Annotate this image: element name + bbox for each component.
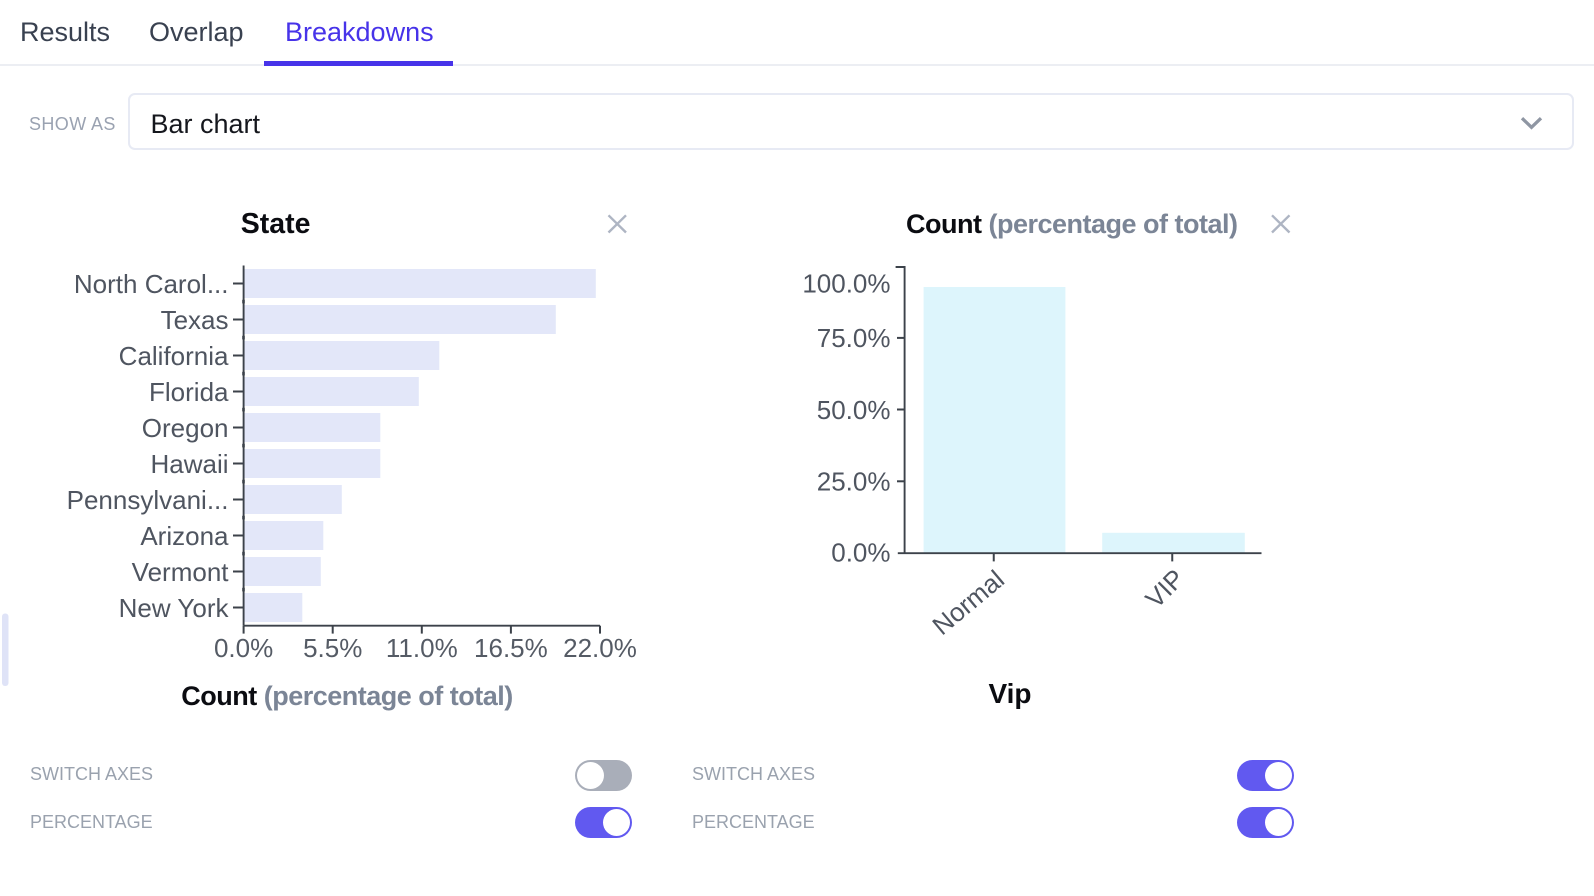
svg-text:Pennsylvani...: Pennsylvani... [67,485,229,515]
svg-text:0.0%: 0.0% [831,538,890,568]
svg-text:0.0%: 0.0% [214,633,273,663]
svg-text:25.0%: 25.0% [817,467,891,497]
svg-text:75.0%: 75.0% [817,323,891,353]
svg-text:Count (percentage of total): Count (percentage of total) [906,209,1238,239]
svg-text:100.0%: 100.0% [802,268,890,298]
svg-text:State: State [241,208,311,240]
svg-text:Florida: Florida [149,377,229,407]
svg-text:Hawaii: Hawaii [150,449,228,479]
svg-text:16.5%: 16.5% [474,633,548,663]
svg-text:50.0%: 50.0% [817,395,891,425]
svg-text:Arizona: Arizona [140,521,229,551]
svg-text:22.0%: 22.0% [563,633,637,663]
svg-text:Vermont: Vermont [132,557,230,587]
svg-text:VIP: VIP [1139,563,1190,614]
svg-text:New York: New York [119,593,230,623]
svg-text:Vip: Vip [988,678,1031,709]
svg-text:Normal: Normal [926,564,1009,641]
svg-text:North Carol...: North Carol... [74,269,229,299]
svg-text:5.5%: 5.5% [303,633,362,663]
svg-text:Count (percentage of total): Count (percentage of total) [181,681,513,711]
svg-text:Oregon: Oregon [142,413,229,443]
svg-text:California: California [119,341,229,371]
svg-text:11.0%: 11.0% [386,633,458,663]
svg-text:Texas: Texas [161,305,229,335]
